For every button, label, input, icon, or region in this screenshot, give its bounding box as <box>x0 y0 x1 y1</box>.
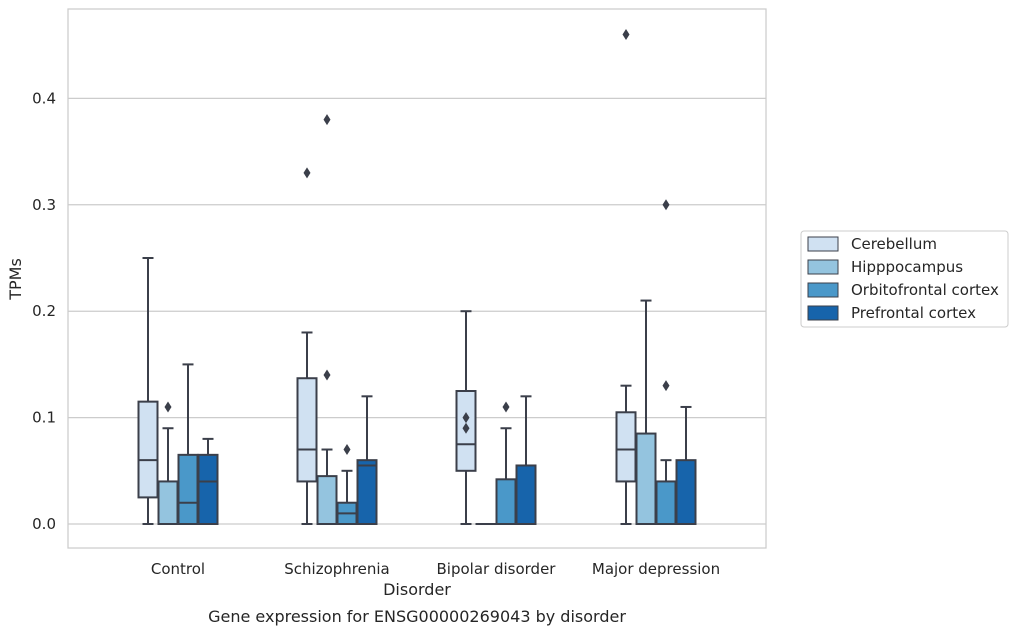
y-tick-label: 0.3 <box>32 196 56 214</box>
x-ticks: Control Schizophrenia Bipolar disorder Majo… <box>151 560 720 578</box>
box-group <box>336 444 358 526</box>
box <box>137 400 159 499</box>
box-group <box>635 299 657 525</box>
y-tick-label: 0.4 <box>32 89 56 107</box>
box-group <box>495 401 517 526</box>
chart-caption: Gene expression for ENSG00000269043 by d… <box>208 607 626 626</box>
y-tick-label: 0.2 <box>32 302 56 320</box>
x-tick-label: Major depression <box>592 560 720 578</box>
box-group <box>177 363 199 525</box>
outlier-point <box>622 29 630 41</box>
legend-swatch <box>807 236 839 252</box>
box <box>316 475 338 525</box>
legend-swatch <box>807 259 839 275</box>
x-axis-label: Disorder <box>383 580 451 599</box>
y-ticks: 0.0 0.1 0.2 0.3 0.4 <box>32 89 56 533</box>
y-axis-label: TPMs <box>6 258 25 301</box>
x-tick-label: Bipolar disorder <box>437 560 557 578</box>
box <box>675 459 697 526</box>
outlier-point <box>662 199 670 211</box>
box <box>515 464 537 526</box>
y-tick-label: 0.1 <box>32 409 56 427</box>
x-tick-label: Schizophrenia <box>284 560 389 578</box>
outlier-point <box>662 380 670 392</box>
box <box>635 432 657 525</box>
box <box>495 478 517 526</box>
legend: Cerebellum Hipppocampus Orbitofrontal cort… <box>800 230 1009 328</box>
legend-swatch <box>807 305 839 321</box>
outlier-point <box>164 401 172 413</box>
boxes <box>137 29 697 526</box>
box-group <box>296 167 318 525</box>
legend-label: Cerebellum <box>851 235 937 253</box>
box-group <box>515 395 537 526</box>
legend-label: Hipppocampus <box>851 258 963 276</box>
outlier-point <box>303 167 311 179</box>
x-tick-label: Control <box>151 560 205 578</box>
box <box>356 459 378 526</box>
y-tick-label: 0.0 <box>32 515 56 533</box>
outlier-point <box>323 369 331 381</box>
box-group <box>157 401 179 526</box>
outlier-point <box>323 114 331 126</box>
box <box>296 377 318 483</box>
box <box>655 480 677 526</box>
legend-swatch <box>807 282 839 298</box>
outlier-point <box>343 444 351 456</box>
outlier-point <box>502 401 510 413</box>
box-group <box>356 395 378 526</box>
box-group <box>675 405 697 526</box>
box-group <box>316 114 338 525</box>
box-group <box>655 199 677 526</box>
outlier-point <box>462 412 470 424</box>
box-group <box>455 310 477 525</box>
plot-frame <box>67 8 767 549</box>
legend-label: Orbitofrontal cortex <box>851 281 999 299</box>
outlier-point <box>462 422 470 434</box>
legend-frame <box>800 230 1009 328</box>
box-group <box>197 437 219 525</box>
box-group <box>615 29 637 525</box>
box-group <box>137 257 159 525</box>
box <box>177 453 199 525</box>
legend-label: Prefrontal cortex <box>851 304 976 322</box>
box <box>197 453 219 525</box>
box <box>615 411 637 483</box>
box <box>157 480 179 526</box>
